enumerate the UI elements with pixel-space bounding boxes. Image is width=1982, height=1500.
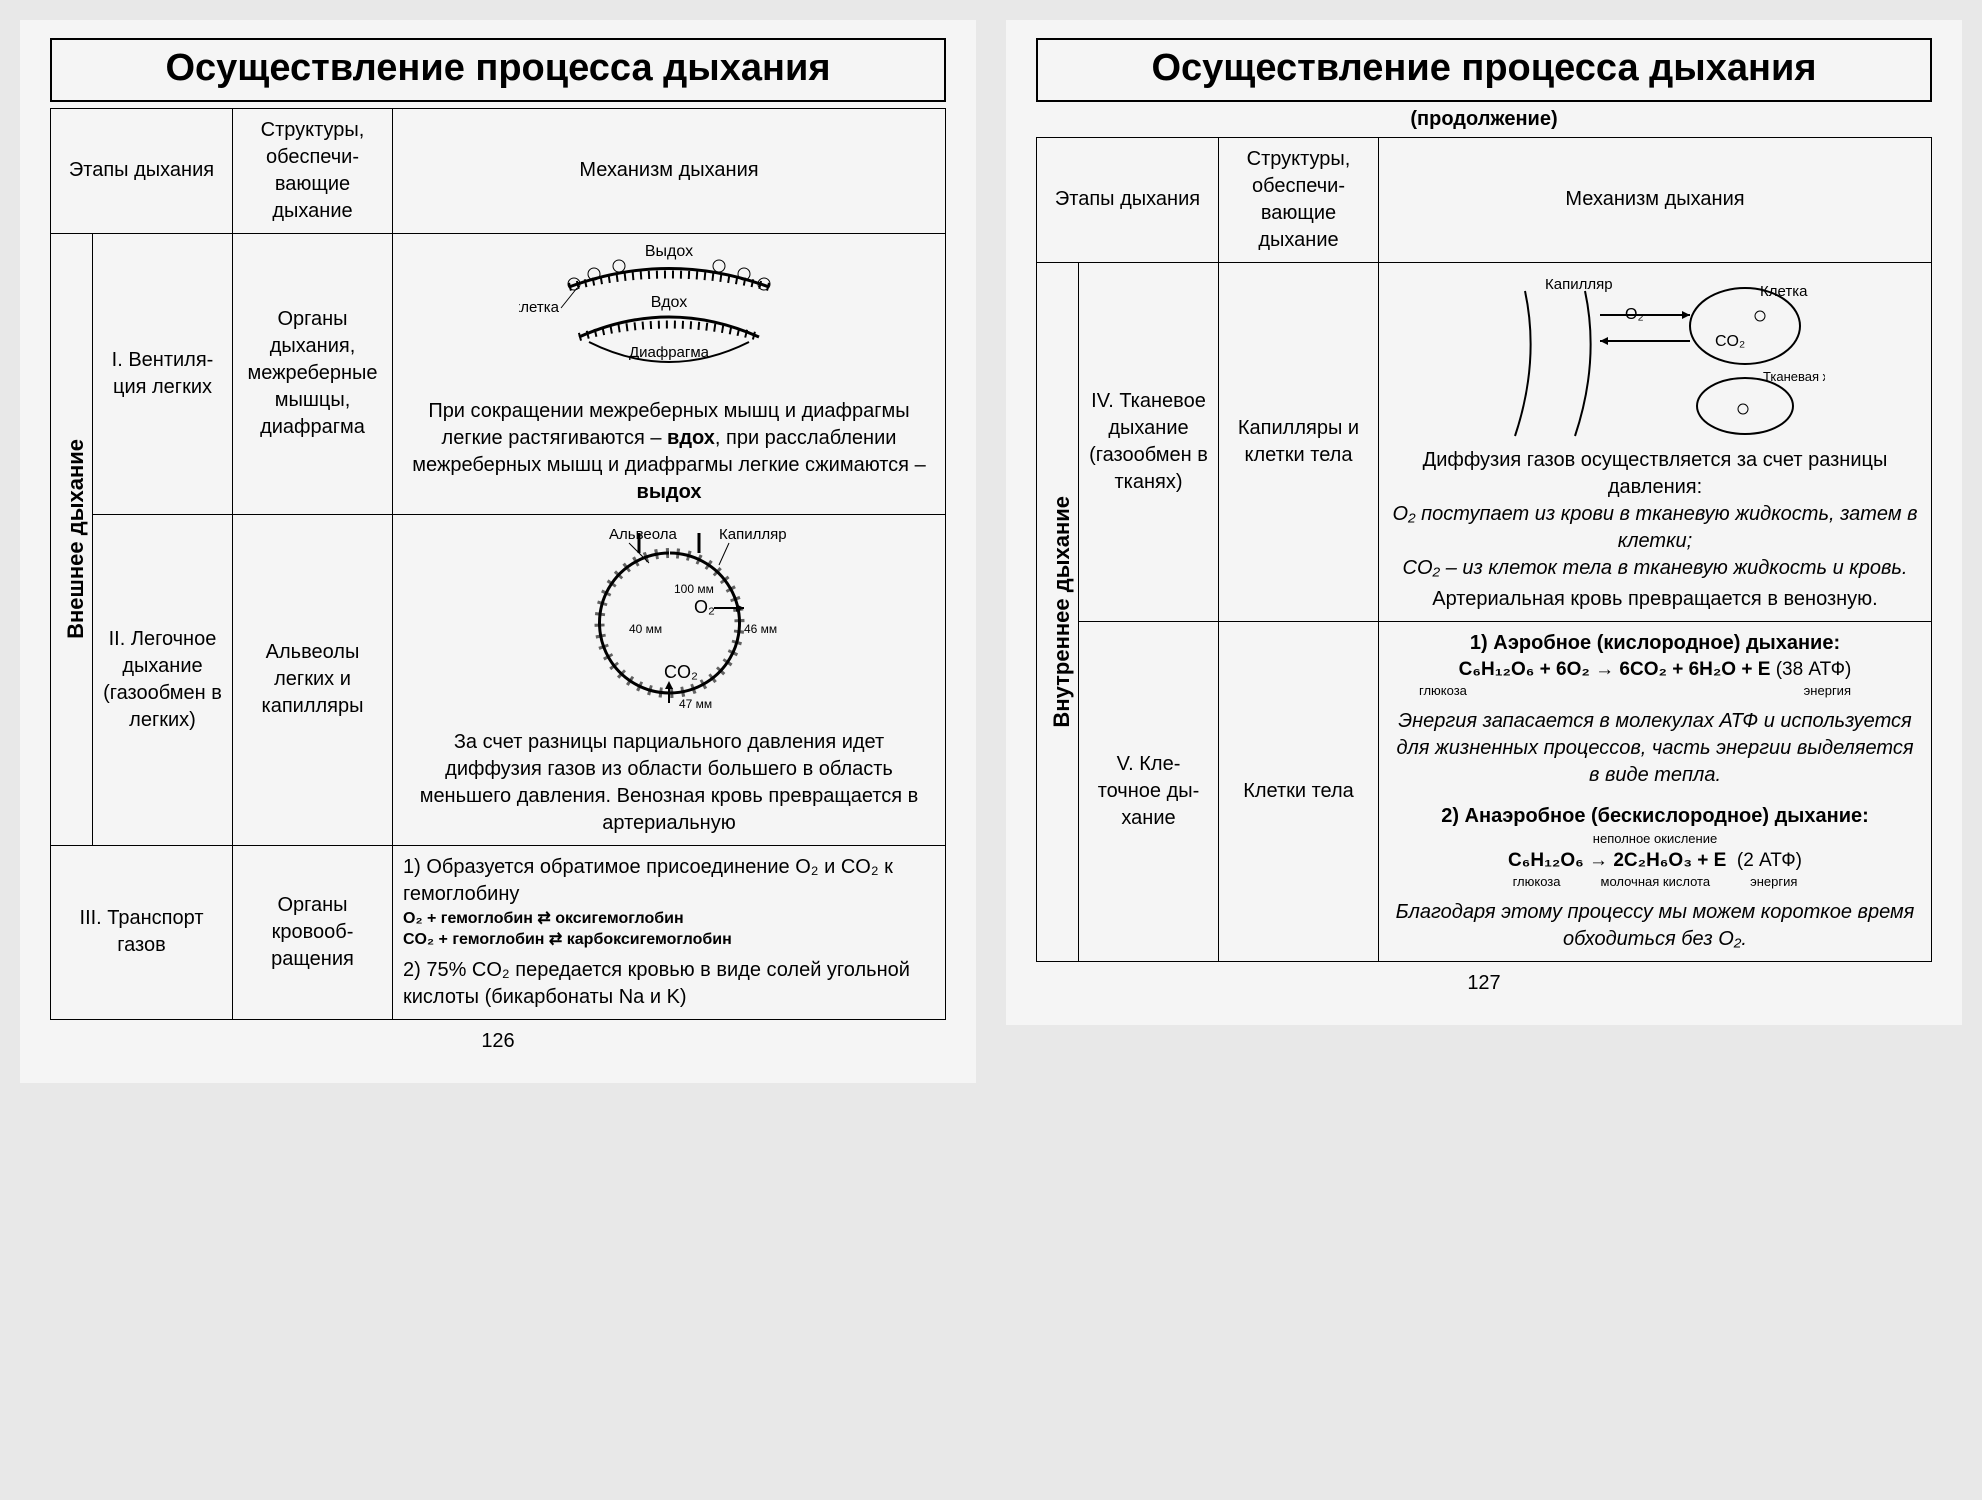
table-header-row: Этапы дыхания Структуры, обеспечи­вающие… <box>51 108 946 233</box>
label-o2: O₂ <box>694 597 715 617</box>
label-exhale: Выдох <box>645 243 693 260</box>
mech-italic: CO₂ – из клеток тела в тканевую жидкость… <box>1389 555 1921 582</box>
side-label: Внешнее дыхание <box>61 439 91 639</box>
page-number: 126 <box>50 1030 946 1053</box>
formula: O₂ + гемоглобин ⇄ оксигемоглобин <box>403 908 935 930</box>
table-row: Внешнее дыхание I. Вен­тиля­ция лег­ких … <box>51 233 946 514</box>
formula: CO₂ + гемоглобин ⇄ карбоксигемоглобин <box>403 929 935 951</box>
table-row: II. Ле­гоч­ное ды­хание (газо­обмен в ле… <box>51 514 946 845</box>
th-mech: Механизм дыхания <box>393 108 946 233</box>
table-row: Внутреннее дыхание IV. Тка­невое ды­ха­н… <box>1037 262 1932 621</box>
label-p40: 40 мм <box>629 622 662 636</box>
side-label: Внутреннее дыхание <box>1047 496 1077 728</box>
diaphragm-diagram: Выдох Грудная клетка Вдох Диафрагма <box>519 242 819 392</box>
mech-cell: 1) Аэробное (кислородное) дыхание: C₆H₁₂… <box>1379 621 1932 961</box>
formula-sup: неполное окисление <box>1389 830 1921 848</box>
struct-cell: Органы кровооб­ращения <box>233 845 393 1019</box>
mech-text: За счет разницы парциального давления ид… <box>403 729 935 837</box>
label-chest: Грудная клетка <box>519 299 560 316</box>
mech-italic: O₂ поступает из крови в тканевую жидкост… <box>1389 501 1921 555</box>
page-number: 127 <box>1036 972 1932 995</box>
table-header-row: Этапы дыхания Структуры, обеспечи­вающие… <box>1037 137 1932 262</box>
mech-cell: Выдох Грудная клетка Вдох Диафрагма <box>393 233 946 514</box>
mech-italic: Благодаря этому процессу мы можем коротк… <box>1389 899 1921 953</box>
th-struct: Структуры, обеспечи­вающие дыхание <box>233 108 393 233</box>
th-stage: Этапы дыхания <box>1037 137 1219 262</box>
label-p100: 100 мм <box>674 582 714 596</box>
stage-cell: V. Кле­точное ды­ха­ние <box>1079 621 1219 961</box>
label-inhale: Вдох <box>651 294 688 311</box>
label-capillary: Капилляр <box>719 526 787 543</box>
label-alveola: Альвеола <box>609 526 677 543</box>
heading-anaerobic: 2) Анаэробное (бескислородное) дыхание: <box>1389 803 1921 830</box>
stage-cell: IV. Тка­невое ды­ха­ние (газо­обмен в тк… <box>1079 262 1219 621</box>
table-left: Этапы дыхания Структуры, обеспечи­вающие… <box>50 108 946 1020</box>
title-box-right: Осуществление процесса дыхания <box>1036 38 1932 102</box>
table-row: III. Транспорт газов Органы кровооб­раще… <box>51 845 946 1019</box>
subtitle: (продолжение) <box>1036 108 1932 131</box>
formula-anaerobic: C₆H₁₂O₆ → 2C₂H₆O₃ + E (2 АТФ) <box>1389 848 1921 874</box>
mech-text: Артериальная кровь превращается в венозн… <box>1389 586 1921 613</box>
side-label-cell: Внутреннее дыхание <box>1037 262 1079 961</box>
mech-cell: Альвеола Капилляр O₂ CO₂ 40 мм 47 мм <box>393 514 946 845</box>
mech-italic: Энергия запасается в молекулах АТФ и исп… <box>1389 708 1921 789</box>
struct-cell: Капил­ляры и клетки тела <box>1219 262 1379 621</box>
table-right: Этапы дыхания Структуры, обеспечи­вающие… <box>1036 137 1932 962</box>
label-capillary: Капилляр <box>1545 276 1613 293</box>
stage-cell: I. Вен­тиля­ция лег­ких <box>93 233 233 514</box>
mech-text: Диффузия газов осуществляется за счет ра… <box>1389 447 1921 501</box>
page-title: Осуществление процесса дыхания <box>62 48 934 90</box>
label-diaphragm: Диафрагма <box>629 344 710 361</box>
page-left: Осуществление процесса дыхания Этапы дых… <box>20 20 976 1083</box>
heading-aerobic: 1) Аэробное (кислородное) дыхание: <box>1389 630 1921 657</box>
stage-cell: III. Транспорт газов <box>51 845 233 1019</box>
struct-cell: Органы дыхания, межре­берные мышцы, диаф… <box>233 233 393 514</box>
struct-cell: Альвеолы легких и капилляры <box>233 514 393 845</box>
page-title: Осуществление процесса дыхания <box>1048 48 1920 90</box>
th-struct: Структуры, обеспечи­вающие дыхание <box>1219 137 1379 262</box>
page-right: Осуществление процесса дыхания (продолже… <box>1006 20 1962 1025</box>
label-p46: 46 мм <box>744 622 777 636</box>
mech-cell: 1) Образуется обратимое присое­динение O… <box>393 845 946 1019</box>
th-mech: Механизм дыхания <box>1379 137 1932 262</box>
formula-sub: глюкозаэнергия <box>1389 682 1921 700</box>
mech-cell: Капилляр Клетка Тканевая жидкость O₂ CO₂ <box>1379 262 1932 621</box>
th-stage: Этапы дыхания <box>51 108 233 233</box>
alveolus-diagram: Альвеола Капилляр O₂ CO₂ 40 мм 47 мм <box>519 523 819 723</box>
tissue-diagram: Капилляр Клетка Тканевая жидкость O₂ CO₂ <box>1485 271 1825 441</box>
stage-cell: II. Ле­гоч­ное ды­хание (газо­обмен в ле… <box>93 514 233 845</box>
label-co2: CO₂ <box>664 662 698 682</box>
page-spread: Осуществление процесса дыхания Этапы дых… <box>20 20 1962 1083</box>
label-p47: 47 мм <box>679 697 712 711</box>
label-co2: CO₂ <box>1715 333 1745 350</box>
side-label-cell: Внешнее дыхание <box>51 233 93 845</box>
formula-aerobic: C₆H₁₂O₆ + 6O₂ → 6CO₂ + 6H₂O + E (38 АТФ) <box>1389 657 1921 683</box>
table-row: V. Кле­точное ды­ха­ние Клетки тела 1) А… <box>1037 621 1932 961</box>
formula-sub: глюкозамолочная кислотаэнергия <box>1389 873 1921 891</box>
title-box-left: Осуществление процесса дыхания <box>50 38 946 102</box>
mech-line: 1) Образуется обратимое присое­динение O… <box>403 854 935 908</box>
mech-line: 2) 75% CO₂ передается кровью в виде соле… <box>403 957 935 1011</box>
struct-cell: Клетки тела <box>1219 621 1379 961</box>
mech-text: При сокращении межреберных мышц и диафра… <box>403 398 935 506</box>
label-fluid: Тканевая жидкость <box>1763 369 1825 384</box>
